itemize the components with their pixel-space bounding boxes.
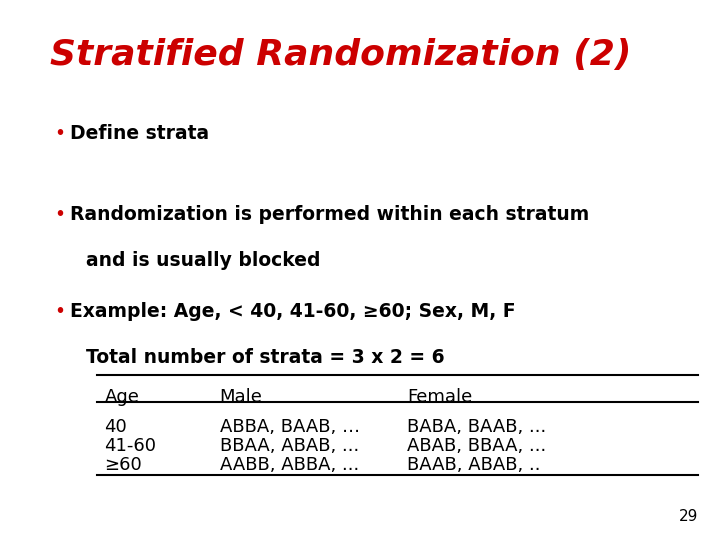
Text: AABB, ABBA, ...: AABB, ABBA, ...	[220, 456, 359, 474]
Text: ≥60: ≥60	[104, 456, 142, 474]
Text: •: •	[54, 302, 65, 321]
Text: Stratified Randomization (2): Stratified Randomization (2)	[50, 38, 631, 72]
Text: 41-60: 41-60	[104, 437, 156, 455]
Text: Total number of strata = 3 x 2 = 6: Total number of strata = 3 x 2 = 6	[86, 348, 444, 367]
Text: ABAB, BBAA, ...: ABAB, BBAA, ...	[407, 437, 546, 455]
Text: Define strata: Define strata	[70, 124, 209, 143]
Text: BABA, BAAB, ...: BABA, BAAB, ...	[407, 418, 546, 436]
Text: BAAB, ABAB, ..: BAAB, ABAB, ..	[407, 456, 540, 474]
Text: Age: Age	[104, 388, 139, 406]
Text: Randomization is performed within each stratum: Randomization is performed within each s…	[70, 205, 589, 224]
Text: Example: Age, < 40, 41-60, ≥60; Sex, M, F: Example: Age, < 40, 41-60, ≥60; Sex, M, …	[70, 302, 516, 321]
Text: ABBA, BAAB, …: ABBA, BAAB, …	[220, 418, 360, 436]
Text: Male: Male	[220, 388, 263, 406]
Text: •: •	[54, 124, 65, 143]
Text: and is usually blocked: and is usually blocked	[86, 251, 320, 270]
Text: BBAA, ABAB, ...: BBAA, ABAB, ...	[220, 437, 359, 455]
Text: Female: Female	[407, 388, 472, 406]
Text: •: •	[54, 205, 65, 224]
Text: 40: 40	[104, 418, 127, 436]
Text: 29: 29	[679, 509, 698, 524]
